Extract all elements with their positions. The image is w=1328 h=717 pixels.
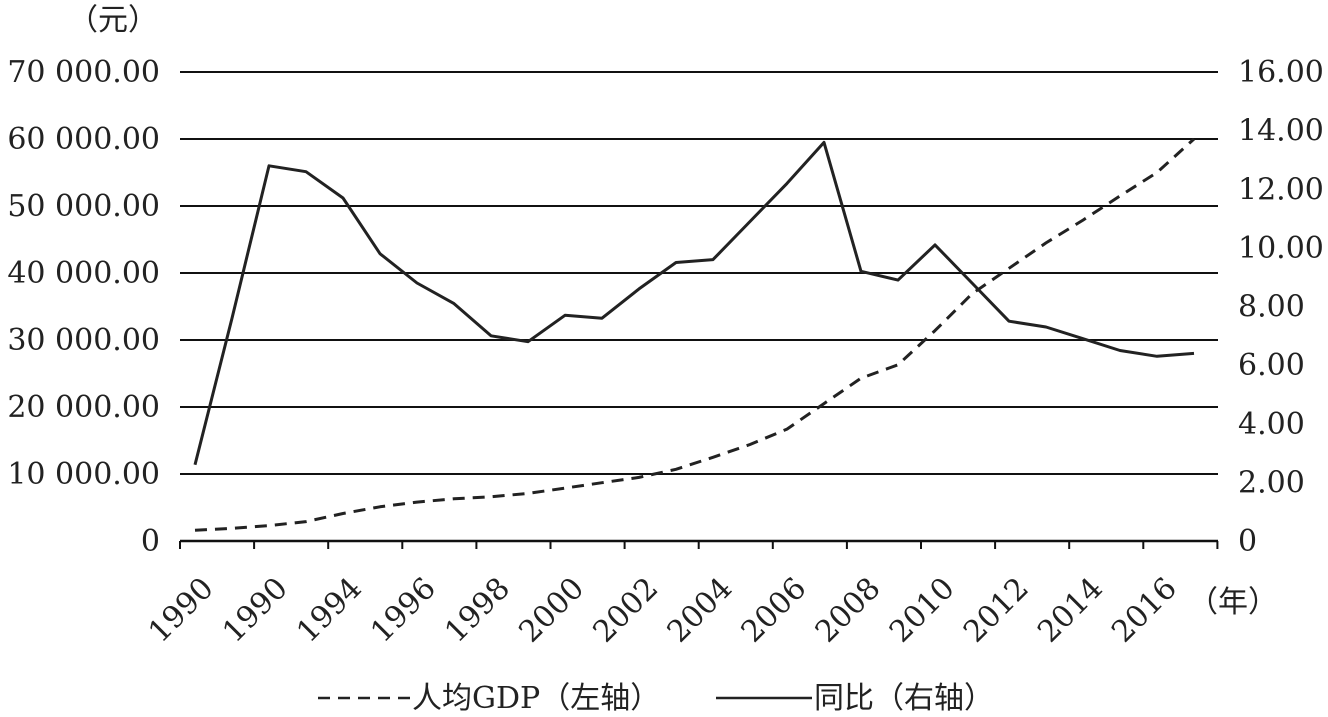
right-axis-ticks: 0 2.00 4.00 6.00 8.00 10.00 12.00 14.00 16.00 — [1238, 55, 1324, 559]
legend-label-gdp: 人均GDP（左轴） — [412, 681, 660, 716]
left-tick-label: 30 000.00 — [7, 323, 160, 358]
right-tick-label: 0 — [1238, 524, 1257, 559]
axes — [179, 539, 1219, 549]
gridlines — [180, 71, 1218, 475]
left-axis-ticks: 0 10 000.00 20 000.00 30 000.00 40 000.00 50 … — [7, 55, 160, 559]
left-tick-label: 70 000.00 — [7, 55, 160, 90]
left-axis-unit: （元） — [68, 3, 158, 38]
series-line-gdp — [194, 137, 1196, 532]
x-tick-label: 2002 — [587, 571, 666, 650]
right-tick-label: 10.00 — [1238, 231, 1324, 266]
x-tick-label: 2016 — [1105, 571, 1184, 650]
left-tick-label: 40 000.00 — [7, 256, 160, 291]
x-tick-label: 2004 — [661, 571, 740, 650]
x-tick-label: 1990 — [216, 571, 295, 650]
legend: 人均GDP（左轴） 同比（右轴） — [318, 681, 994, 716]
left-tick-label: 50 000.00 — [7, 189, 160, 224]
right-tick-label: 4.00 — [1238, 407, 1305, 442]
left-tick-label: 0 — [141, 524, 160, 559]
x-tick-label: 2008 — [809, 571, 888, 650]
left-tick-label: 10 000.00 — [7, 457, 160, 492]
x-tick-label: 1996 — [364, 571, 443, 650]
x-axis-unit: （年） — [1188, 585, 1278, 620]
right-tick-label: 6.00 — [1238, 348, 1305, 383]
x-tick-label: 2000 — [512, 571, 591, 650]
x-tick-label: 2010 — [883, 571, 962, 650]
series-layer — [193, 137, 1196, 532]
series-line-yoy — [193, 140, 1195, 466]
x-tick-label: 2012 — [957, 571, 1036, 650]
x-tick-label: 1998 — [438, 571, 517, 650]
right-tick-label: 12.00 — [1238, 172, 1324, 207]
right-tick-label: 8.00 — [1238, 290, 1305, 325]
x-tick-label: 1994 — [290, 571, 369, 650]
right-tick-label: 16.00 — [1238, 55, 1324, 90]
x-tick-label: 2006 — [735, 571, 814, 650]
left-tick-label: 60 000.00 — [7, 122, 160, 157]
right-tick-label: 14.00 — [1238, 114, 1324, 149]
x-axis-ticks: 1990199019941996199820002002200420062008… — [142, 571, 1184, 650]
left-tick-label: 20 000.00 — [7, 390, 160, 425]
x-tick-label: 1990 — [142, 571, 221, 650]
right-tick-label: 2.00 — [1238, 465, 1305, 500]
x-tick-label: 2014 — [1031, 571, 1110, 650]
legend-label-yoy: 同比（右轴） — [814, 681, 994, 716]
